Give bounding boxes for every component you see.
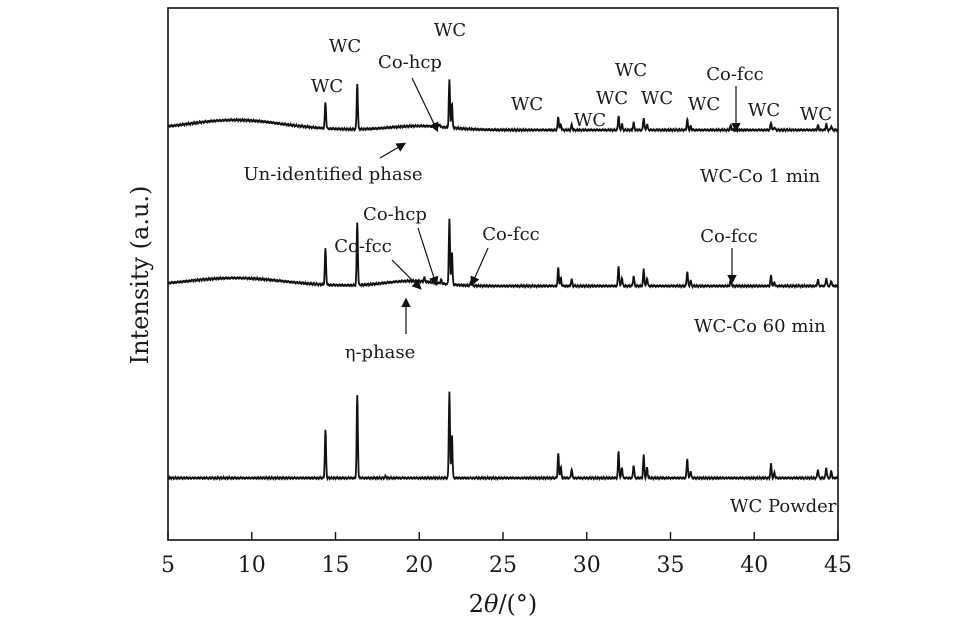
series-wc-co-1min [167, 79, 839, 134]
series-label: WC Powder [730, 496, 837, 517]
x-tick-label: 25 [489, 553, 517, 578]
x-tick-label: 30 [573, 553, 601, 578]
annotation-arrow [470, 247, 489, 287]
x-axis-ticks: 5 10 15 20 25 30 35 40 45 [161, 532, 852, 578]
series-wc-co-60min [167, 218, 839, 290]
x-tick-label: 20 [405, 553, 433, 578]
plot-frame-border [167, 7, 839, 541]
annotation-label: WC [311, 76, 343, 97]
x-tick-label: 40 [740, 553, 768, 578]
series-group: WC-Co 1 min WC-Co 60 min WC Powder [167, 79, 839, 517]
annotation-arrow [379, 142, 407, 159]
series-wc-powder [167, 391, 839, 482]
annotation-label: WC [641, 88, 673, 109]
annotation-label: Co-fcc [334, 236, 392, 257]
annotation-label: Co-fcc [700, 226, 758, 247]
x-tick-label: 35 [657, 553, 685, 578]
annotation-label: WC [434, 20, 466, 41]
annotation-label: Un-identified phase [244, 164, 423, 185]
annotation-arrow [391, 259, 422, 290]
annotation-label: η-phase [345, 342, 416, 363]
annotation-label: Co-hcp [363, 204, 427, 225]
annotation-label: Co-fcc [482, 224, 540, 245]
series-label: WC-Co 1 min [700, 166, 821, 187]
annotation-label: WC [748, 100, 780, 121]
annotation-label: WC [574, 110, 606, 131]
x-axis-label-var: θ [484, 590, 499, 618]
x-tick-label: 5 [161, 553, 175, 578]
annotation-label: WC [688, 94, 720, 115]
annotation-label: Co-hcp [378, 52, 442, 73]
annotation-label: WC [596, 88, 628, 109]
series-label: WC-Co 60 min [694, 316, 826, 337]
x-axis-label-prefix: 2 [469, 590, 484, 618]
x-tick-label: 15 [322, 553, 350, 578]
annotation-arrow [411, 77, 439, 133]
y-axis-label: Intensity (a.u.) [126, 186, 154, 365]
x-tick-label: 10 [238, 553, 266, 578]
x-tick-label: 45 [824, 553, 852, 578]
annotation-label: Co-fcc [706, 64, 764, 85]
annotation-label: WC [329, 36, 361, 57]
x-axis-label-suffix: /(°) [498, 590, 537, 618]
annotation-label: WC [800, 104, 832, 125]
annotation-label: WC [615, 60, 647, 81]
annotation-label: WC [511, 94, 543, 115]
x-axis-label: 2θ/(°) [469, 590, 538, 618]
annotation-arrow [417, 227, 439, 287]
plot-frame [167, 7, 839, 541]
